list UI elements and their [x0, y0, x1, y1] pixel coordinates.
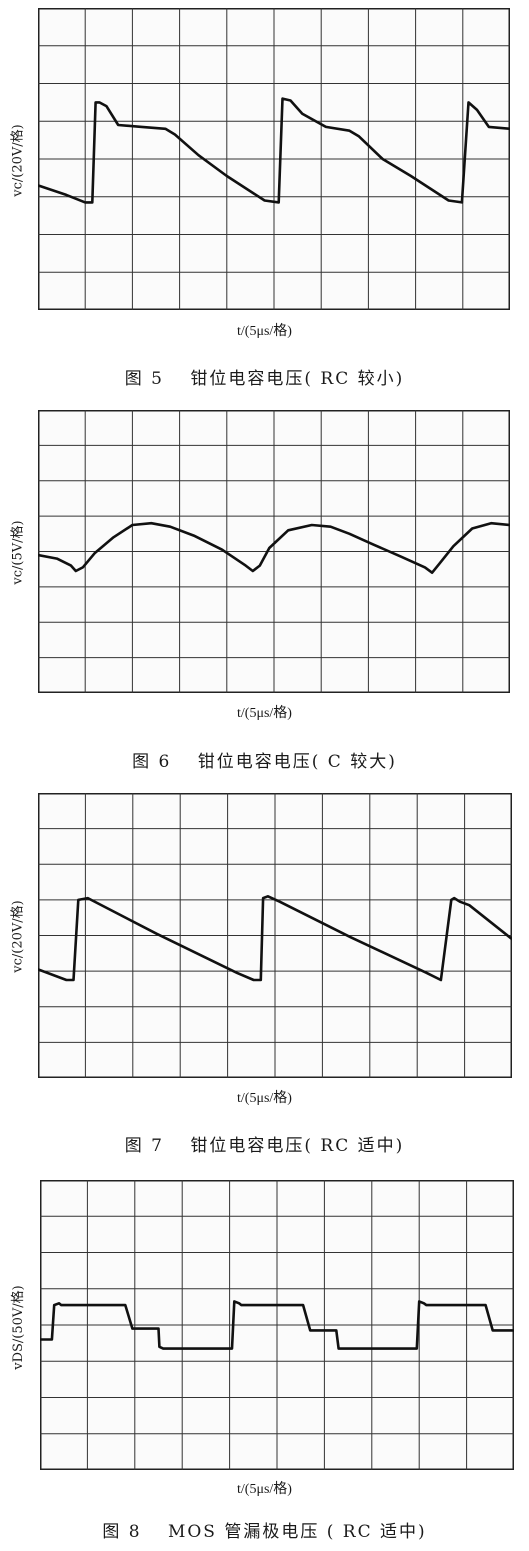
figure-caption: 图 6 钳位电容电压( C 较大)	[132, 752, 397, 772]
waveform-trace	[40, 1300, 514, 1350]
figure-caption: 图 8 MOS 管漏极电压 ( RC 适中)	[102, 1522, 427, 1542]
oscilloscope-svg	[38, 793, 512, 1078]
figure-caption: 图 5 钳位电容电压( RC 较小)	[124, 369, 405, 389]
y-axis-label: vc/(5V/格)	[10, 519, 26, 585]
x-axis-label: t/(5μs/格)	[237, 324, 292, 339]
waveform-trace	[38, 521, 510, 574]
oscilloscope-plot	[38, 793, 512, 1078]
oscilloscope-svg	[38, 8, 510, 310]
y-axis-label: vc/(20V/格)	[10, 899, 26, 973]
oscilloscope-plot	[38, 410, 510, 693]
x-axis-label: t/(5μs/格)	[237, 706, 292, 721]
x-axis-label: t/(5μs/格)	[237, 1091, 292, 1106]
waveform-trace	[38, 97, 510, 204]
y-axis-label: vDS/(50V/格)	[10, 1285, 26, 1370]
oscilloscope-svg	[40, 1180, 514, 1470]
x-axis-label: t/(5μs/格)	[237, 1482, 292, 1497]
figure-caption: 图 7 钳位电容电压( RC 适中)	[124, 1136, 405, 1156]
oscilloscope-plot	[38, 8, 510, 310]
oscilloscope-svg	[38, 410, 510, 693]
waveform-trace	[38, 895, 512, 982]
oscilloscope-plot	[40, 1180, 514, 1470]
y-axis-label: vc/(20V/格)	[10, 123, 26, 197]
